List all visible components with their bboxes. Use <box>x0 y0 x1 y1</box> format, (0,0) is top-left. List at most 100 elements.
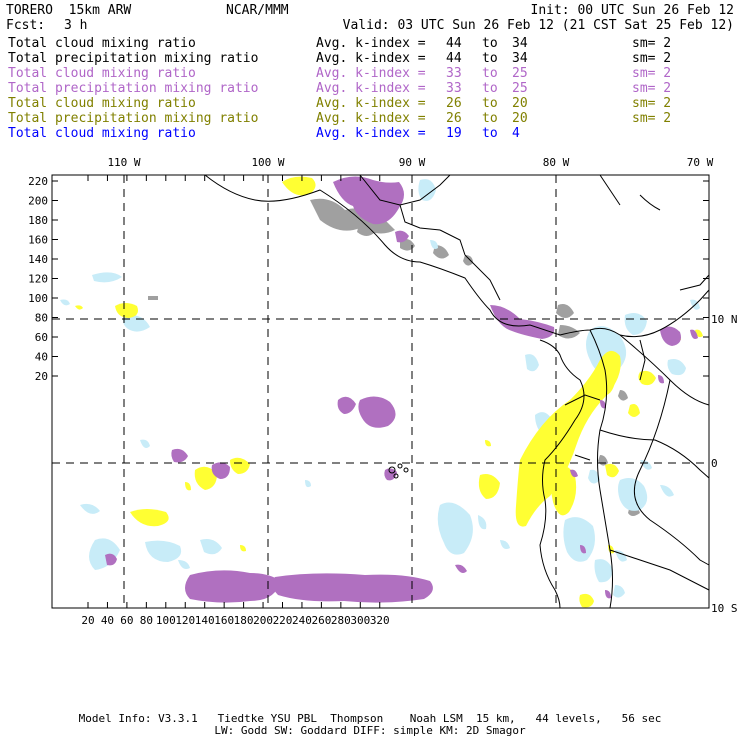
model-info-line-2: LW: Godd SW: Goddard DIFF: simple KM: 2D… <box>214 724 526 737</box>
legend-to: to <box>482 51 498 66</box>
y-tick-label: 100 <box>28 292 48 305</box>
model-info-line-1: Model Info: V3.3.1 Tiedtke YSU PBL Thomp… <box>78 712 662 725</box>
x-tick-label: 220 <box>273 614 293 627</box>
weather-map: 110 W 100 W 90 W 80 W 70 W <box>28 156 738 627</box>
organization: NCAR/MMM <box>226 3 289 18</box>
x-tick-label: 140 <box>195 614 215 627</box>
legend-to: to <box>482 96 498 111</box>
x-tick-label: 20 <box>81 614 94 627</box>
y-tick-label: 80 <box>35 312 48 325</box>
header-row-2: Fcst: 3 h Valid: 03 UTC Sun 26 Feb 12 (2… <box>6 18 734 33</box>
legend-sm: sm= 2 <box>632 111 672 126</box>
x-tick-label: 280 <box>331 614 351 627</box>
y-tick-label: 20 <box>35 370 48 383</box>
legend-k-to: 4 <box>512 126 520 141</box>
legend-kindex-label: Avg. k-index = <box>316 126 426 141</box>
x-tick-label: 120 <box>175 614 195 627</box>
legend-sm: sm= 2 <box>632 96 672 111</box>
x-tick-label: 100 <box>156 614 176 627</box>
legend-k-from: 44 <box>446 51 462 66</box>
legend-row: Total precipitation mixing ratio Avg. k-i… <box>8 81 728 96</box>
y-tick-label: 220 <box>28 175 48 188</box>
legend-to: to <box>482 111 498 126</box>
legend-k-to: 20 <box>512 111 528 126</box>
tick-marks <box>52 175 709 608</box>
forecast-value: 3 h <box>64 18 88 33</box>
legend-field: Total precipitation mixing ratio <box>8 81 259 96</box>
model-name: TORERO 15km ARW <box>6 3 132 18</box>
valid-time: Valid: 03 UTC Sun 26 Feb 12 (21 CST Sat … <box>342 18 734 33</box>
x-tick-label: 320 <box>370 614 390 627</box>
legend-k-from: 33 <box>446 81 462 96</box>
x-tick-label: 240 <box>292 614 312 627</box>
legend-row: Total cloud mixing ratio Avg. k-index = 19… <box>8 126 728 141</box>
longitude-label: 100 W <box>251 156 284 169</box>
x-tick-label: 260 <box>311 614 331 627</box>
x-tick-label: 180 <box>234 614 254 627</box>
legend-row: Total cloud mixing ratio Avg. k-index = 26… <box>8 96 728 111</box>
legend-k-to: 25 <box>512 66 528 81</box>
longitude-label: 80 W <box>543 156 570 169</box>
legend-to: to <box>482 36 498 51</box>
legend-sm: sm= 2 <box>632 36 672 51</box>
legend-field: Total cloud mixing ratio <box>8 126 196 141</box>
legend-k-to: 34 <box>512 51 528 66</box>
x-tick-labels: 20 40 60 80 100 120 140 160 180 200 220 240 260 280 30… <box>81 614 389 627</box>
forecast-label: Fcst: <box>6 18 46 33</box>
x-tick-label: 160 <box>214 614 234 627</box>
legend-k-from: 26 <box>446 111 462 126</box>
legend-field: Total precipitation mixing ratio <box>8 51 259 66</box>
legend-k-from: 33 <box>446 66 462 81</box>
longitude-label: 110 W <box>107 156 140 169</box>
lat-lon-grid <box>52 175 709 608</box>
legend-kindex-label: Avg. k-index = <box>316 66 426 81</box>
legend-sm: sm= 2 <box>632 51 672 66</box>
legend-field: Total cloud mixing ratio <box>8 66 196 81</box>
latitude-labels: 10 N 0 10 S <box>711 313 738 615</box>
legend-row: Total precipitation mixing ratio Avg. k-i… <box>8 51 728 66</box>
legend-sm: sm= 2 <box>632 66 672 81</box>
longitude-label: 90 W <box>399 156 426 169</box>
y-tick-label: 40 <box>35 351 48 364</box>
legend-k-to: 25 <box>512 81 528 96</box>
legend-kindex-label: Avg. k-index = <box>316 96 426 111</box>
longitude-label: 70 W <box>687 156 714 169</box>
legend-k-from: 19 <box>446 126 462 141</box>
y-tick-label: 180 <box>28 214 48 227</box>
y-tick-label: 120 <box>28 273 48 286</box>
legend-k-to: 20 <box>512 96 528 111</box>
latitude-label: 10 S <box>711 602 738 615</box>
legend-field: Total precipitation mixing ratio <box>8 111 259 126</box>
header-row-1: TORERO 15km ARW NCAR/MMM Init: 00 UTC Su… <box>6 3 734 18</box>
y-tick-label: 140 <box>28 253 48 266</box>
legend-kindex-label: Avg. k-index = <box>316 36 426 51</box>
legend-kindex-label: Avg. k-index = <box>316 81 426 96</box>
latitude-label: 0 <box>711 457 718 470</box>
y-tick-label: 60 <box>35 331 48 344</box>
longitude-labels: 110 W 100 W 90 W 80 W 70 W <box>107 156 713 169</box>
yellow-precip-field <box>75 176 703 608</box>
legend-field: Total cloud mixing ratio <box>8 36 196 51</box>
legend-k-from: 26 <box>446 96 462 111</box>
x-tick-label: 200 <box>253 614 273 627</box>
legend-kindex-label: Avg. k-index = <box>316 51 426 66</box>
legend-field: Total cloud mixing ratio <box>8 96 196 111</box>
x-tick-label: 80 <box>140 614 153 627</box>
legend-row: Total cloud mixing ratio Avg. k-index = 44… <box>8 36 728 51</box>
legend-to: to <box>482 126 498 141</box>
y-tick-label: 160 <box>28 234 48 247</box>
x-tick-label: 300 <box>350 614 370 627</box>
legend-to: to <box>482 81 498 96</box>
legend-k-to: 34 <box>512 36 528 51</box>
plot-area <box>51 174 710 609</box>
legend-k-from: 44 <box>446 36 462 51</box>
legend-sm: sm= 2 <box>632 81 672 96</box>
x-tick-label: 40 <box>101 614 114 627</box>
legend-row: Total cloud mixing ratio Avg. k-index = 33… <box>8 66 728 81</box>
init-time: Init: 00 UTC Sun 26 Feb 12 <box>530 3 735 18</box>
y-tick-label: 200 <box>28 195 48 208</box>
purple-cloud-field <box>105 176 698 603</box>
latitude-label: 10 N <box>711 313 738 326</box>
y-tick-labels: 220 200 180 160 140 120 100 80 60 40 20 <box>28 175 48 383</box>
x-tick-label: 60 <box>120 614 133 627</box>
